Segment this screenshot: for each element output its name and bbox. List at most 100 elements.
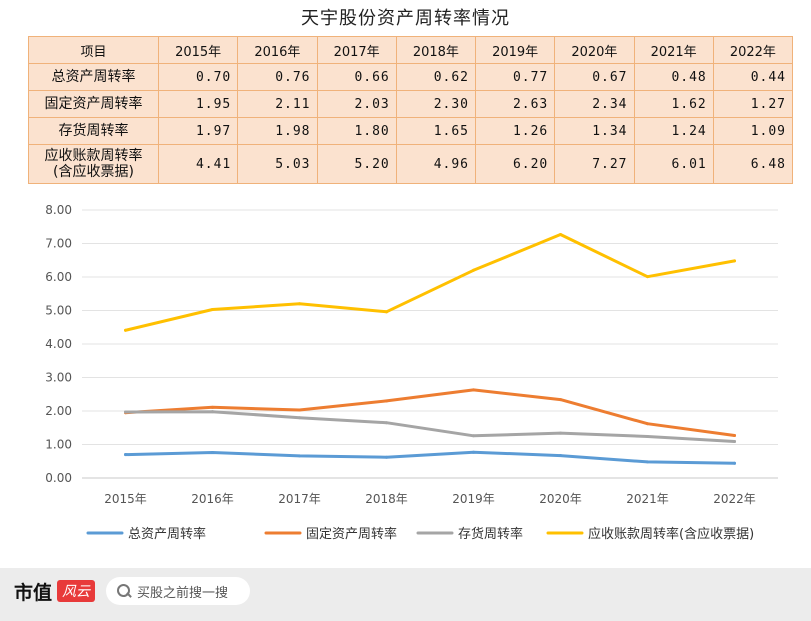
data-point — [298, 302, 301, 306]
x-tick-label: 2019年 — [452, 492, 495, 506]
table-cell: 1.65 — [395, 117, 477, 145]
y-tick-label: 8.00 — [45, 203, 72, 217]
footer-bar: 市值 风云 买股之前搜一搜 — [0, 568, 811, 621]
data-point — [385, 455, 388, 459]
table-cell: 1.62 — [633, 90, 714, 118]
legend-label: 固定资产周转率 — [306, 526, 397, 542]
series-line — [124, 233, 736, 332]
row-name-line2: (含应收票据) — [53, 164, 134, 180]
legend-label: 应收账款周转率(含应收票据) — [588, 526, 754, 542]
year-header: 2015年 — [157, 36, 239, 64]
table-cell: 6.48 — [712, 144, 794, 184]
data-point — [559, 398, 562, 402]
table-cell: 4.96 — [395, 144, 477, 184]
y-tick-label: 2.00 — [45, 404, 72, 418]
search-icon — [117, 584, 130, 597]
data-point — [211, 405, 214, 409]
series-line — [124, 410, 736, 443]
series-line — [124, 388, 736, 437]
table-cell: 2.63 — [474, 90, 556, 118]
data-point — [298, 408, 301, 412]
x-tick-label: 2020年 — [539, 492, 582, 506]
table-row: 存货周转率 1.97 1.98 1.80 1.65 1.26 1.34 1.24… — [28, 117, 794, 145]
table-cell: 1.27 — [712, 90, 794, 118]
brand-logo: 风云 — [57, 580, 95, 602]
legend-label: 存货周转率 — [458, 526, 523, 542]
data-point — [559, 454, 562, 458]
data-point — [646, 460, 649, 464]
series-line — [124, 450, 736, 465]
data-point — [298, 454, 301, 458]
table-row: 应收账款周转率 (含应收票据) 4.41 5.03 5.20 4.96 6.20… — [28, 144, 794, 184]
search-icon-handle — [126, 592, 132, 598]
x-tick-label: 2015年 — [104, 492, 147, 506]
data-point — [733, 433, 736, 437]
data-point — [472, 268, 475, 272]
data-point — [385, 399, 388, 403]
year-header: 2017年 — [316, 36, 397, 64]
table-cell: 5.20 — [316, 144, 397, 184]
data-point — [298, 416, 301, 420]
chart-card: 天宇股份资产周转率情况 项目 2015年 2016年 2017年 2018年 2… — [0, 0, 811, 568]
table-cell: 5.03 — [237, 144, 318, 184]
row-name: 应收账款周转率 (含应收票据) — [28, 144, 159, 184]
table-cell: 0.66 — [316, 63, 397, 91]
data-point — [646, 275, 649, 279]
table-cell: 0.70 — [157, 63, 239, 91]
brand-logo-text: 风云 — [62, 584, 90, 600]
x-tick-label: 2021年 — [626, 492, 669, 506]
table-cell: 1.98 — [237, 117, 318, 145]
table-cell: 2.03 — [316, 90, 397, 118]
table-cell: 1.80 — [316, 117, 397, 145]
x-tick-label: 2017年 — [278, 492, 321, 506]
table-row: 总资产周转率 0.70 0.76 0.66 0.62 0.77 0.67 0.4… — [28, 63, 794, 91]
y-tick-label: 6.00 — [45, 270, 72, 284]
search-box[interactable]: 买股之前搜一搜 — [106, 577, 250, 605]
table-cell: 1.97 — [157, 117, 239, 145]
table-cell: 2.34 — [554, 90, 635, 118]
stats-table: 项目 2015年 2016年 2017年 2018年 2019年 2020年 2… — [28, 36, 794, 184]
table-cell: 0.67 — [554, 63, 635, 91]
table-cell: 6.01 — [633, 144, 714, 184]
year-header: 2020年 — [554, 36, 635, 64]
data-point — [211, 410, 214, 414]
table-row: 固定资产周转率 1.95 2.11 2.03 2.30 2.63 2.34 1.… — [28, 90, 794, 118]
y-tick-label: 1.00 — [45, 438, 72, 452]
data-point — [124, 410, 127, 414]
y-tick-label: 7.00 — [45, 237, 72, 251]
search-placeholder: 买股之前搜一搜 — [137, 586, 229, 601]
data-point — [472, 450, 475, 454]
table-cell: 7.27 — [554, 144, 635, 184]
year-header: 2016年 — [237, 36, 318, 64]
data-point — [733, 259, 736, 263]
table-cell: 1.34 — [554, 117, 635, 145]
table-cell: 1.26 — [474, 117, 556, 145]
data-point — [124, 328, 127, 332]
table-header-row: 项目 2015年 2016年 2017年 2018年 2019年 2020年 2… — [28, 36, 794, 64]
data-point — [646, 434, 649, 438]
table-cell: 1.09 — [712, 117, 794, 145]
data-point — [211, 451, 214, 455]
table-cell: 2.11 — [237, 90, 318, 118]
table-cell: 0.48 — [633, 63, 714, 91]
table-cell: 1.95 — [157, 90, 239, 118]
legend-label: 总资产周转率 — [128, 526, 206, 542]
data-point — [559, 431, 562, 435]
row-name-line1: 应收账款周转率 — [44, 148, 143, 164]
x-tick-label: 2016年 — [191, 492, 234, 506]
year-header: 2021年 — [633, 36, 714, 64]
data-point — [472, 434, 475, 438]
y-tick-label: 5.00 — [45, 304, 72, 318]
y-tick-label: 3.00 — [45, 371, 72, 385]
row-name: 固定资产周转率 — [28, 90, 159, 118]
year-header: 2018年 — [395, 36, 477, 64]
table-cell: 6.20 — [474, 144, 556, 184]
chart-title: 天宇股份资产周转率情况 — [301, 8, 510, 29]
row-name: 存货周转率 — [28, 117, 159, 145]
data-point — [385, 421, 388, 425]
data-point — [646, 422, 649, 426]
data-point — [211, 307, 214, 311]
table-cell: 2.30 — [395, 90, 477, 118]
brand-name: 市值 — [14, 582, 53, 604]
data-point — [733, 439, 736, 443]
